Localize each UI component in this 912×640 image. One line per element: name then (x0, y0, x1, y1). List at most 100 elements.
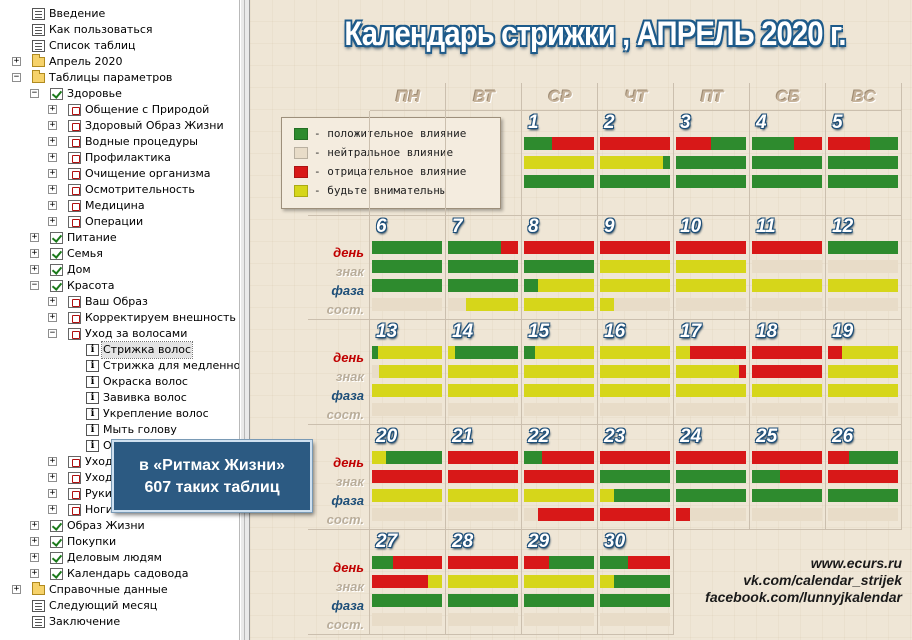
influence-bar (828, 279, 898, 292)
tree-item[interactable]: + Ваш Образ (0, 294, 238, 310)
bar-segment (711, 137, 746, 150)
expand-icon[interactable]: + (12, 584, 21, 594)
bar-segment (676, 156, 746, 169)
tree-item[interactable]: + Здоровый Образ Жизни (0, 118, 238, 134)
tree-item[interactable]: + Деловым людям (0, 550, 238, 566)
tree-item[interactable]: + Общение с Природой (0, 102, 238, 118)
expand-icon[interactable]: + (30, 568, 39, 578)
influence-bar (828, 384, 898, 397)
tree-item[interactable]: + Семья (0, 246, 238, 262)
calendar-cell (308, 320, 370, 425)
legend-swatch (294, 185, 308, 197)
tree-item[interactable]: i Стрижка волос (0, 341, 238, 359)
bar-segment (524, 137, 552, 150)
tree-item[interactable]: + Операции (0, 214, 238, 230)
tree-item[interactable]: i Окраска волос (0, 374, 238, 390)
calendar-cell (308, 111, 370, 216)
tree-item-label: Операции (85, 215, 144, 228)
tree-item[interactable]: Список таблиц (0, 38, 238, 54)
expand-icon[interactable]: + (48, 312, 57, 322)
navigation-tree[interactable]: Введение Как пользоваться Список таблиц + Ап… (0, 0, 240, 640)
weekday-header: ВС (851, 87, 877, 106)
tree-item[interactable]: Как пользоваться (0, 22, 238, 38)
influence-bar (372, 489, 442, 502)
expand-icon[interactable]: + (30, 520, 39, 530)
expand-icon[interactable]: + (48, 472, 57, 482)
tree-item[interactable]: + Очищение организма (0, 166, 238, 182)
tree-item[interactable]: + Уход (0, 454, 238, 470)
tree-item[interactable]: − Таблицы параметров (0, 70, 238, 86)
day-number: 25 (756, 426, 778, 447)
tree-item[interactable]: + Корректируем внешность (0, 310, 238, 326)
tree-item[interactable]: + Справочные данные (0, 582, 238, 598)
bar-segment (524, 451, 542, 464)
influence-bar (600, 489, 670, 502)
link-vk[interactable]: vk.com/calendar_strijek (743, 572, 902, 588)
expand-icon[interactable]: + (48, 504, 57, 514)
expand-icon[interactable]: + (48, 456, 57, 466)
weekday-cell (750, 83, 826, 111)
tree-item[interactable]: + Дом (0, 262, 238, 278)
bar-segment (600, 260, 670, 273)
tree-item[interactable]: + Осмотрительность (0, 182, 238, 198)
bar-segment (500, 241, 518, 254)
bar-segment (828, 489, 898, 502)
expand-icon[interactable]: + (48, 184, 57, 194)
expand-icon[interactable]: + (48, 168, 57, 178)
tree-item[interactable]: Следующий месяц (0, 598, 238, 614)
expand-icon[interactable]: + (30, 264, 39, 274)
expand-icon[interactable]: + (30, 248, 39, 258)
panel-splitter[interactable] (240, 0, 250, 640)
tree-item[interactable]: + Руки (0, 486, 238, 502)
expand-icon[interactable]: + (48, 296, 57, 306)
tree-item[interactable]: − Уход за волосами (0, 326, 238, 342)
bar-segment (524, 470, 594, 483)
tree-item[interactable]: Введение (0, 6, 238, 22)
tree-item[interactable]: + Уход (0, 470, 238, 486)
expand-icon[interactable]: + (48, 216, 57, 226)
tree-item[interactable]: + Апрель 2020 (0, 54, 238, 70)
bar-segment (600, 384, 670, 397)
tree-item[interactable]: i Укрепление волос (0, 406, 238, 422)
expand-icon[interactable]: + (12, 56, 21, 66)
tree-item[interactable]: Заключение (0, 614, 238, 630)
expand-icon[interactable]: + (48, 136, 57, 146)
tree-item[interactable]: + Водные процедуры (0, 134, 238, 150)
expand-icon[interactable]: + (30, 552, 39, 562)
tree-item[interactable]: + Питание (0, 230, 238, 246)
tree-item[interactable]: − Здоровье (0, 86, 238, 102)
tree-item[interactable]: + Медицина (0, 198, 238, 214)
day-number: 1 (528, 112, 539, 133)
tree-item[interactable]: i Мыть голову (0, 422, 238, 438)
day-number: 18 (756, 321, 778, 342)
influence-bar (828, 346, 898, 359)
tree-item[interactable]: i Завивка волос (0, 390, 238, 406)
tree-item-label: Таблицы параметров (49, 71, 173, 84)
influence-bar (752, 403, 822, 416)
influence-bar (372, 365, 442, 378)
tree-item[interactable]: + Профилактика (0, 150, 238, 166)
tree-item[interactable]: + Покупки (0, 534, 238, 550)
collapse-icon[interactable]: − (48, 328, 57, 338)
influence-bar (752, 365, 822, 378)
expand-icon[interactable]: + (30, 536, 39, 546)
bar-segment (534, 346, 594, 359)
collapse-icon[interactable]: − (30, 280, 39, 290)
calendar-cell (370, 111, 446, 216)
collapse-icon[interactable]: − (12, 72, 21, 82)
tree-item[interactable]: + Ноги (0, 502, 238, 518)
tree-item[interactable]: + Календарь садовода (0, 566, 238, 582)
collapse-icon[interactable]: − (30, 88, 39, 98)
expand-icon[interactable]: + (48, 200, 57, 210)
expand-icon[interactable]: + (30, 232, 39, 242)
expand-icon[interactable]: + (48, 152, 57, 162)
expand-icon[interactable]: + (48, 120, 57, 130)
expand-icon[interactable]: + (48, 488, 57, 498)
tree-item[interactable]: + Образ Жизни (0, 518, 238, 534)
link-site[interactable]: www.ecurs.ru (810, 555, 902, 571)
expand-icon[interactable]: + (48, 104, 57, 114)
tree-item[interactable]: i Стрижка для медленного (0, 358, 239, 374)
link-facebook[interactable]: facebook.com/lunnyjkalendar (705, 589, 902, 605)
tree-item[interactable]: − Красота (0, 278, 238, 294)
